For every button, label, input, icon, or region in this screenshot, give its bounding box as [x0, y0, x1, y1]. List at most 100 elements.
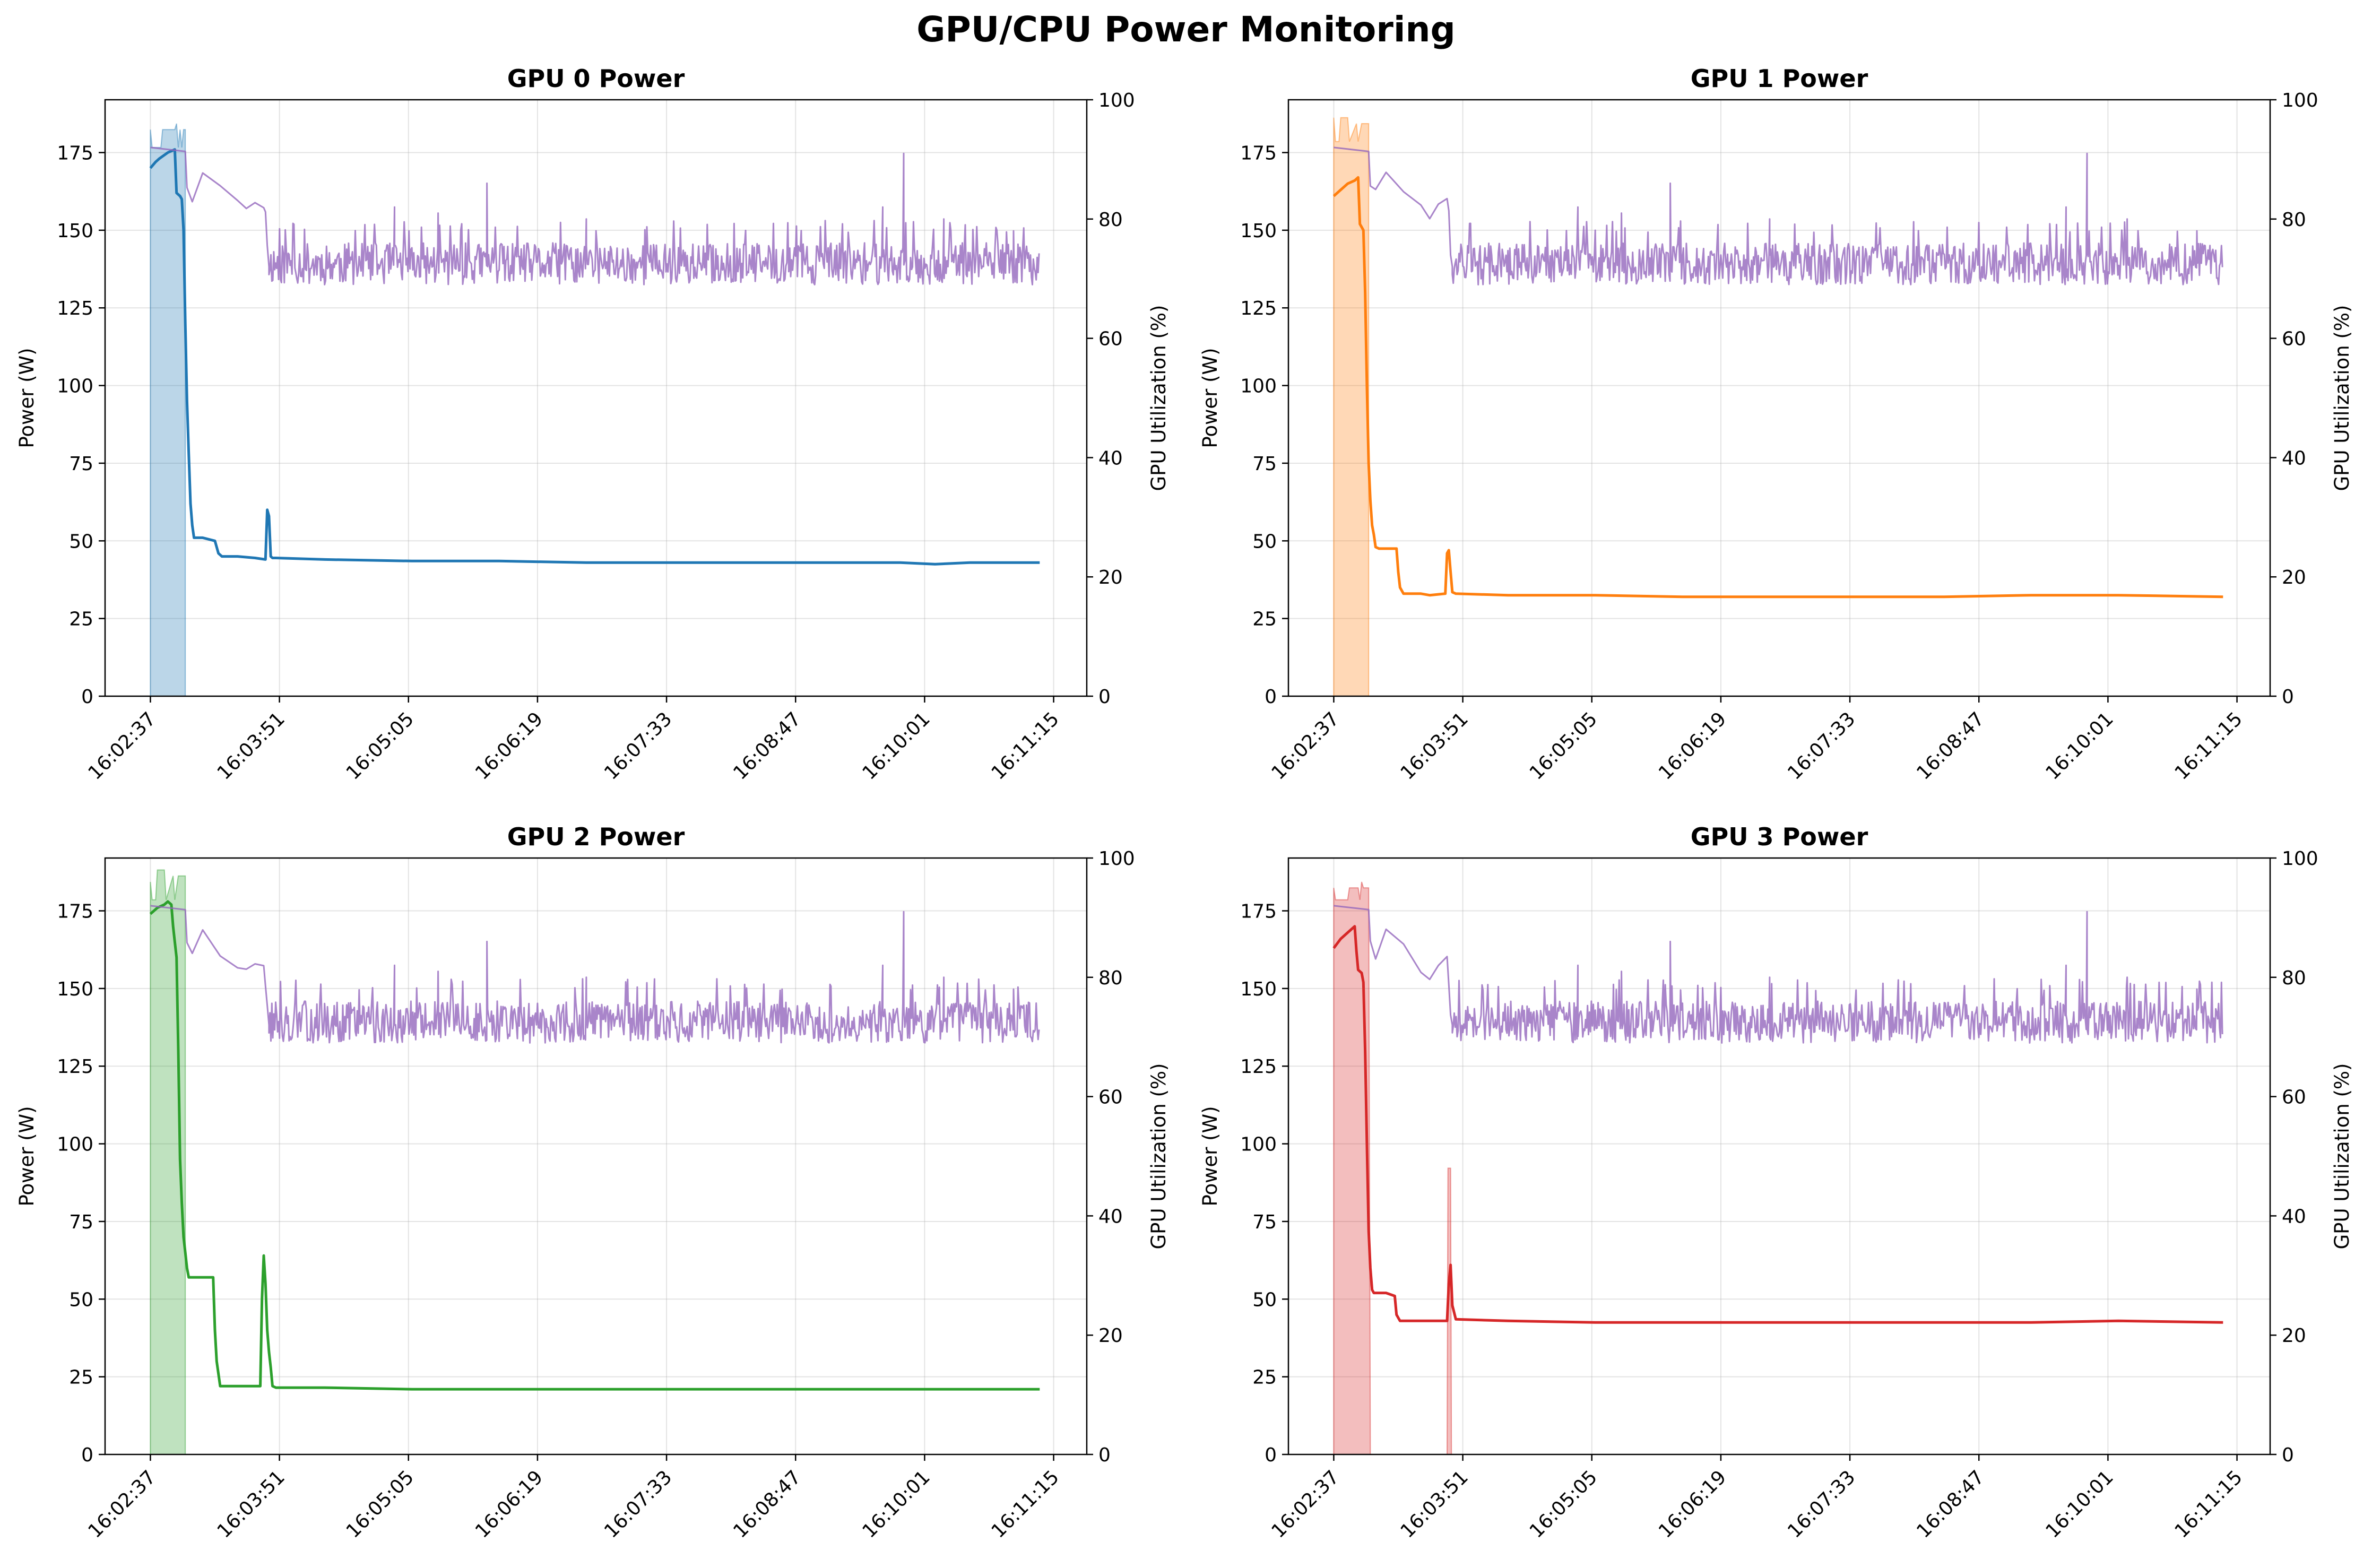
y-tick-label: 150 [57, 220, 93, 242]
y-tick-label: 175 [57, 143, 93, 164]
y-tick-label: 25 [69, 1367, 93, 1389]
gpu-power-line [1332, 176, 2223, 599]
panel-title: GPU 1 Power [1691, 64, 1868, 93]
y-tick-label: 0 [81, 686, 93, 708]
x-tick-label: 16:03:51 [1397, 708, 1473, 784]
y-tick-label: 75 [1252, 453, 1277, 475]
y-tick-label: 175 [1240, 143, 1277, 164]
plot-area [1332, 117, 2223, 696]
panel-title: GPU 3 Power [1691, 822, 1868, 851]
x-tick-label: 16:10:01 [858, 1466, 934, 1542]
y-tick-label: 0 [1265, 1444, 1277, 1466]
x-tick-label: 16:06:19 [1655, 1466, 1730, 1542]
y2-tick-label: 40 [2282, 1206, 2306, 1227]
axes-frame [104, 857, 1088, 1456]
y-tick-label: 150 [57, 978, 93, 1000]
y-tick-label: 125 [57, 298, 93, 319]
y-tick-label: 50 [69, 1289, 93, 1311]
y2-tick-label: 40 [1098, 1206, 1123, 1227]
y2-tick-label: 100 [2282, 90, 2318, 111]
y-axis-label: Power (W) [15, 1106, 38, 1206]
y-axis-label: Power (W) [15, 348, 38, 448]
y2-tick-label: 80 [2282, 209, 2306, 231]
y-tick-label: 50 [1252, 531, 1277, 552]
y-tick-label: 25 [1252, 1367, 1277, 1389]
y2-tick-label: 0 [2282, 686, 2294, 708]
y-tick-label: 75 [69, 453, 93, 475]
y-tick-label: 50 [1252, 1289, 1277, 1311]
figure-title: GPU/CPU Power Monitoring [916, 9, 1456, 50]
x-tick-label: 16:11:15 [988, 1466, 1063, 1542]
gpu-utilization-area [150, 123, 186, 696]
y2-tick-label: 0 [1098, 1444, 1111, 1466]
cpu-utilization-line [1334, 905, 2223, 1044]
x-tick-label: 16:02:37 [1267, 1466, 1343, 1542]
y2-tick-label: 20 [1098, 567, 1123, 588]
y2-tick-label: 80 [2282, 967, 2306, 989]
y-axis-label: Power (W) [1199, 1106, 1222, 1206]
x-tick-label: 16:08:47 [1912, 708, 1988, 784]
y2-tick-label: 60 [2282, 328, 2306, 350]
panel-gpu-0: 0 25 50 75 100 125 150 175 0 20 40 60 80 100 16:02:37 1… [15, 64, 1170, 784]
y2-tick-label: 20 [2282, 567, 2306, 588]
y2-axis-label: GPU Utilization (%) [2331, 1063, 2353, 1249]
x-tick-label: 16:08:47 [1912, 1466, 1988, 1542]
gpu-power-line [1332, 925, 2223, 1324]
y2-tick-label: 60 [2282, 1087, 2306, 1108]
y2-tick-label: 100 [1098, 848, 1135, 870]
cpu-utilization-line [150, 905, 1040, 1044]
panel-gpu-3: 0 25 50 75 100 125 150 175 0 20 40 60 80 100 16:02:37 1… [1199, 822, 2353, 1543]
y2-axis-label: GPU Utilization (%) [2331, 305, 2353, 491]
y2-tick-label: 80 [1098, 967, 1123, 989]
plot-area [149, 869, 1040, 1454]
x-tick-label: 16:03:51 [213, 708, 289, 784]
y-tick-label: 25 [69, 609, 93, 630]
x-tick-label: 16:06:19 [1655, 708, 1730, 784]
panel-title: GPU 0 Power [507, 64, 685, 93]
x-tick-label: 16:08:47 [729, 708, 805, 784]
y-tick-label: 50 [69, 531, 93, 552]
y-tick-label: 100 [1240, 1134, 1277, 1156]
axes-frame [1287, 857, 2271, 1456]
y-tick-label: 150 [1240, 978, 1277, 1000]
y-tick-label: 150 [1240, 220, 1277, 242]
y2-tick-label: 100 [1098, 90, 1135, 111]
x-tick-label: 16:07:33 [600, 708, 676, 784]
x-tick-label: 16:05:05 [1526, 1466, 1601, 1542]
plot-area [1332, 881, 2223, 1454]
y-tick-label: 100 [57, 1134, 93, 1156]
y2-tick-label: 40 [1098, 447, 1123, 469]
y2-tick-label: 20 [1098, 1325, 1123, 1347]
x-tick-label: 16:11:15 [2171, 1466, 2247, 1542]
y-tick-label: 125 [1240, 298, 1277, 319]
panel-gpu-2: 0 25 50 75 100 125 150 175 0 20 40 60 80 100 16:02:37 1… [15, 822, 1170, 1543]
y-tick-label: 100 [57, 376, 93, 397]
gpu-power-line [149, 900, 1040, 1391]
gpu-utilization-area [1333, 881, 1452, 1454]
y-tick-label: 75 [1252, 1211, 1277, 1233]
y2-tick-label: 0 [1098, 686, 1111, 708]
y-tick-label: 125 [57, 1056, 93, 1078]
x-tick-label: 16:03:51 [213, 1466, 289, 1542]
x-tick-label: 16:08:47 [729, 1466, 805, 1542]
y2-tick-label: 80 [1098, 209, 1123, 231]
y2-axis-label: GPU Utilization (%) [1147, 305, 1170, 491]
y2-tick-label: 20 [2282, 1325, 2306, 1347]
y-tick-label: 0 [81, 1444, 93, 1466]
x-tick-label: 16:07:33 [1784, 1466, 1859, 1542]
cpu-utilization-line [1334, 146, 2223, 285]
y-tick-label: 0 [1265, 686, 1277, 708]
x-tick-label: 16:03:51 [1397, 1466, 1473, 1542]
x-tick-label: 16:02:37 [84, 708, 160, 784]
panel-gpu-1: 0 25 50 75 100 125 150 175 0 20 40 60 80 100 16:02:37 1… [1199, 64, 2353, 784]
gpu-utilization-area [1333, 117, 1370, 696]
panels: 0 25 50 75 100 125 150 175 0 20 40 60 80 100 16:02:37 1… [15, 64, 2353, 1543]
x-tick-label: 16:07:33 [600, 1466, 676, 1542]
y2-tick-label: 60 [1098, 328, 1123, 350]
x-tick-label: 16:05:05 [342, 1466, 418, 1542]
y2-tick-label: 60 [1098, 1087, 1123, 1108]
axes-frame [1287, 99, 2271, 697]
axes-frame [104, 99, 1088, 697]
cpu-utilization-line [150, 146, 1040, 285]
x-tick-label: 16:11:15 [988, 708, 1063, 784]
